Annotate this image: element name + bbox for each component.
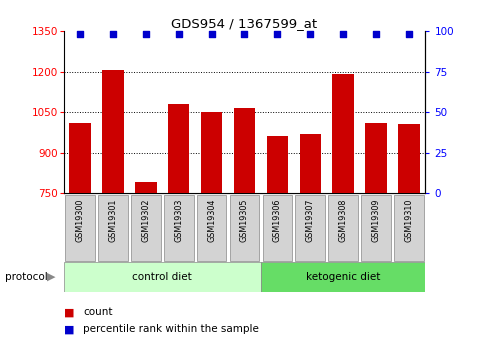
Text: ketogenic diet: ketogenic diet <box>305 272 380 282</box>
FancyBboxPatch shape <box>393 195 423 261</box>
Bar <box>201 112 222 193</box>
Text: GSM19302: GSM19302 <box>141 199 150 242</box>
Point <box>371 31 379 37</box>
Text: percentile rank within the sample: percentile rank within the sample <box>83 325 259 334</box>
Point <box>240 31 248 37</box>
FancyBboxPatch shape <box>262 195 292 261</box>
Bar <box>397 124 419 193</box>
Point <box>404 31 412 37</box>
Point <box>174 31 182 37</box>
Text: ■: ■ <box>63 325 74 334</box>
Text: ■: ■ <box>63 307 74 317</box>
Point <box>339 31 346 37</box>
Bar <box>69 123 91 193</box>
FancyBboxPatch shape <box>196 195 226 261</box>
Point <box>273 31 281 37</box>
FancyBboxPatch shape <box>131 195 160 261</box>
Bar <box>299 134 320 193</box>
Point <box>76 31 84 37</box>
Title: GDS954 / 1367599_at: GDS954 / 1367599_at <box>171 17 317 30</box>
Text: GSM19307: GSM19307 <box>305 199 314 242</box>
Text: protocol: protocol <box>5 272 47 282</box>
Text: control diet: control diet <box>132 272 192 282</box>
Text: GSM19303: GSM19303 <box>174 199 183 242</box>
Point <box>306 31 314 37</box>
FancyBboxPatch shape <box>328 195 357 261</box>
Text: GSM19310: GSM19310 <box>404 199 413 242</box>
FancyBboxPatch shape <box>65 195 95 261</box>
Bar <box>102 70 123 193</box>
Bar <box>266 136 287 193</box>
FancyBboxPatch shape <box>98 195 127 261</box>
Bar <box>365 123 386 193</box>
Text: GSM19308: GSM19308 <box>338 199 347 242</box>
Bar <box>261 262 425 292</box>
Text: count: count <box>83 307 112 317</box>
Bar <box>233 108 255 193</box>
FancyBboxPatch shape <box>295 195 325 261</box>
Text: GSM19306: GSM19306 <box>272 199 281 242</box>
Text: GSM19301: GSM19301 <box>108 199 117 242</box>
Bar <box>63 262 261 292</box>
Bar <box>168 104 189 193</box>
FancyBboxPatch shape <box>229 195 259 261</box>
FancyBboxPatch shape <box>361 195 390 261</box>
Text: GSM19309: GSM19309 <box>371 199 380 242</box>
FancyBboxPatch shape <box>163 195 193 261</box>
Bar <box>135 183 156 193</box>
Text: GSM19305: GSM19305 <box>240 199 248 242</box>
Point <box>109 31 117 37</box>
Text: GSM19300: GSM19300 <box>75 199 84 242</box>
Point <box>142 31 149 37</box>
Text: GSM19304: GSM19304 <box>207 199 216 242</box>
Bar <box>332 74 353 193</box>
Text: ▶: ▶ <box>47 272 56 282</box>
Point <box>207 31 215 37</box>
